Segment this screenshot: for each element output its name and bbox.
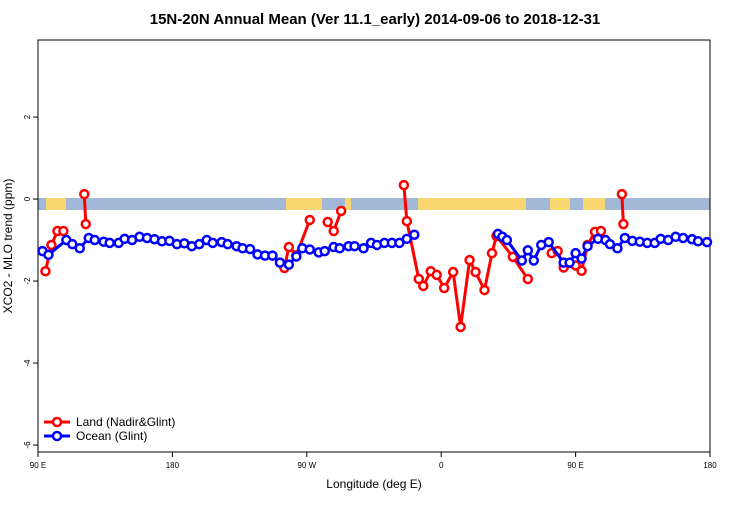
legend-marker (51, 430, 63, 442)
land-band (345, 198, 351, 210)
y-tick-label: -2 (23, 277, 32, 285)
data-point (267, 250, 278, 261)
x-tick-label: 180 (166, 461, 180, 470)
legend-marker (51, 416, 63, 428)
data-point (582, 240, 593, 252)
x-axis-label: Longitude (deg E) (326, 477, 421, 491)
data-point (43, 249, 54, 261)
legend-label: Land (Nadir&Glint) (76, 415, 175, 429)
data-point (507, 251, 519, 263)
data-point (470, 266, 481, 278)
data-point (576, 253, 587, 264)
data-point (479, 284, 490, 296)
data-point (528, 255, 540, 266)
data-point (401, 215, 413, 227)
data-point (701, 236, 713, 248)
data-point (564, 257, 575, 268)
data-point (335, 205, 347, 217)
data-point (46, 239, 57, 251)
data-point (409, 229, 420, 240)
land-band (583, 198, 605, 210)
data-point (319, 245, 330, 257)
data-point (616, 188, 628, 200)
data-point (322, 216, 333, 228)
data-point (274, 257, 286, 268)
x-tick-label: 90 E (30, 461, 46, 470)
data-point (543, 236, 554, 248)
data-point (283, 259, 295, 270)
data-point (522, 273, 534, 285)
data-point (244, 243, 256, 255)
data-point (692, 236, 704, 247)
x-tick-label: 90 E (567, 461, 583, 470)
data-point (516, 255, 528, 266)
data-point (618, 218, 629, 230)
data-point (207, 237, 218, 249)
data-point (418, 280, 429, 292)
chart-title: 15N-20N Annual Mean (Ver 11.1_early) 201… (150, 11, 601, 28)
land-band (46, 198, 66, 210)
data-point (677, 232, 689, 244)
y-axis-label: XCO2 - MLO trend (ppm) (1, 179, 15, 314)
data-point (413, 273, 425, 285)
data-point (612, 243, 623, 254)
x-tick-label: 0 (439, 461, 444, 470)
data-point (222, 238, 233, 250)
data-point (349, 240, 360, 252)
map-strip (38, 198, 710, 210)
data-point (438, 282, 450, 294)
ocean-band (38, 198, 710, 210)
legend-label: Ocean (Glint) (76, 429, 147, 443)
data-point (464, 254, 475, 266)
data-point (522, 245, 534, 256)
data-point (291, 251, 302, 262)
data-point (486, 247, 498, 259)
data-point (58, 225, 69, 237)
data-point (104, 237, 115, 249)
data-point (401, 233, 413, 245)
data-point (328, 225, 339, 237)
data-point (67, 238, 78, 250)
data-point (501, 234, 513, 246)
data-point (604, 238, 616, 250)
land-band (418, 198, 526, 210)
data-point (89, 234, 100, 246)
data-point (79, 188, 90, 200)
data-point (74, 243, 86, 254)
x-tick-label: 180 (703, 461, 717, 470)
data-point (398, 179, 410, 191)
data-point (80, 218, 92, 230)
x-tick-label: 90 W (297, 461, 316, 470)
y-tick-label: 2 (23, 114, 32, 119)
land-band (550, 198, 570, 210)
data-point (447, 266, 459, 278)
y-tick-label: 0 (23, 196, 32, 201)
y-tick-label: -6 (23, 441, 32, 449)
data-point (334, 243, 345, 254)
data-point (40, 265, 51, 277)
data-point (283, 241, 295, 253)
data-point (394, 237, 405, 249)
data-point (194, 238, 205, 250)
data-point (304, 244, 316, 255)
land-band (286, 198, 322, 210)
data-point (304, 214, 316, 226)
y-tick-label: -4 (23, 359, 32, 367)
data-point (358, 243, 369, 254)
data-point (455, 321, 466, 333)
data-point (576, 265, 587, 277)
data-point (431, 269, 442, 281)
